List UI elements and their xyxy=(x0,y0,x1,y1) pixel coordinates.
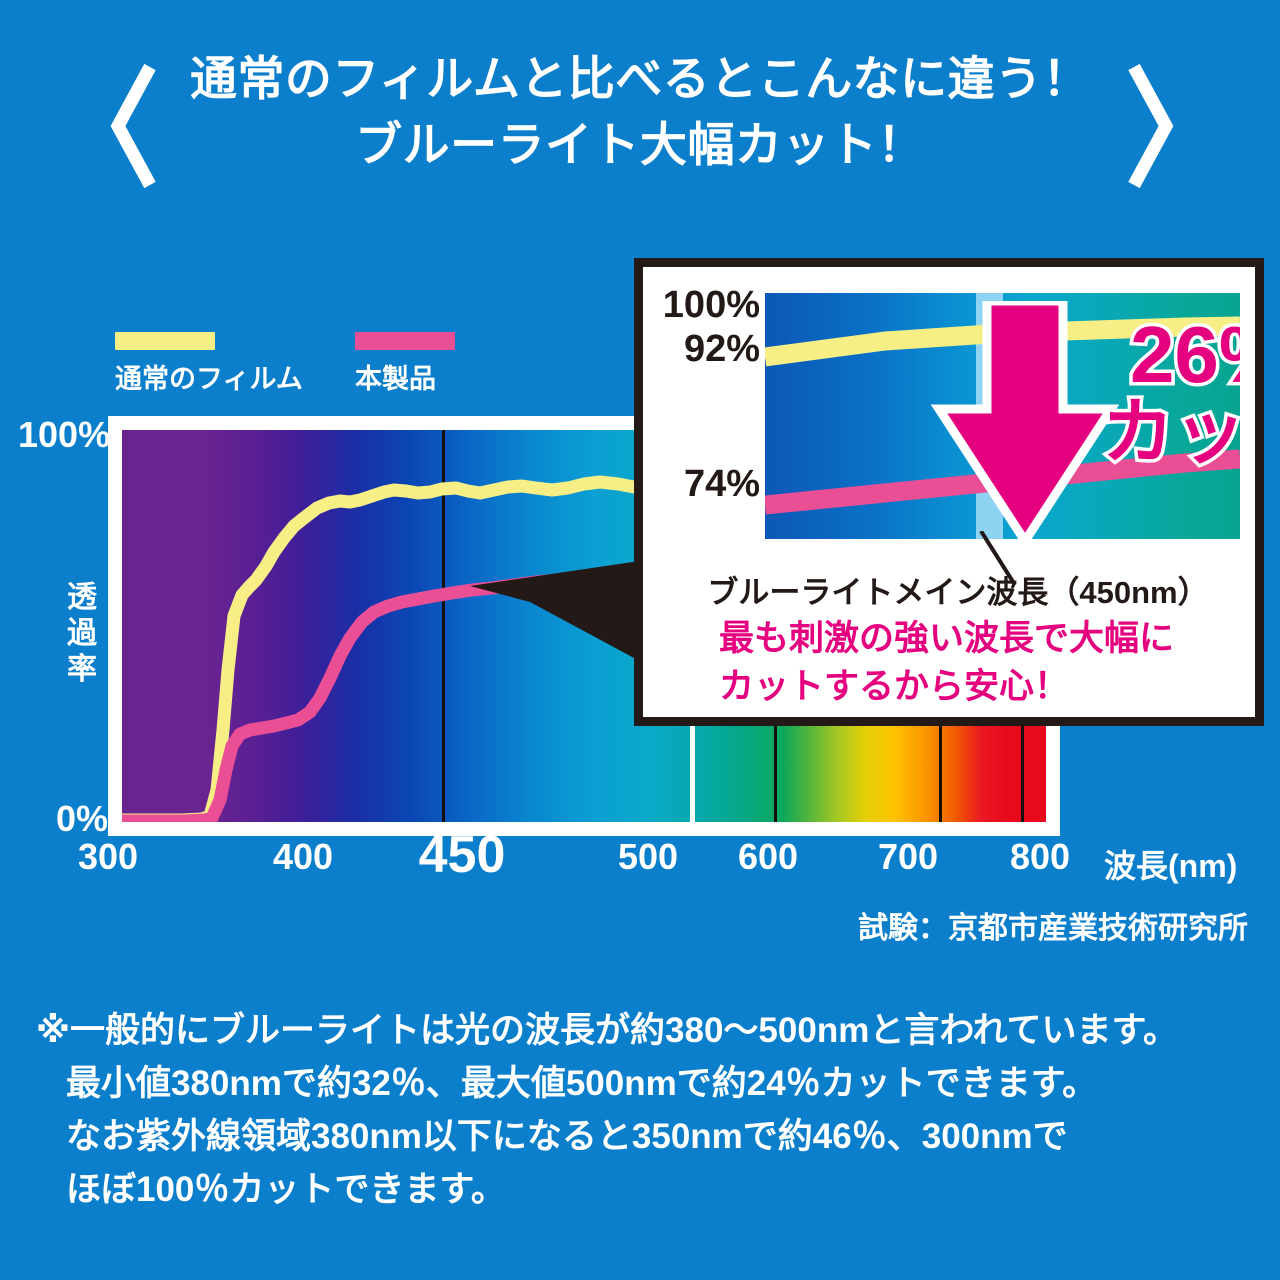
legend-item-normal-film: 通常のフィルム xyxy=(115,332,303,396)
legend-label-normal-film: 通常のフィルム xyxy=(115,364,303,394)
callout-caption-line-2: カットするから安心！ xyxy=(719,667,1070,706)
chevron-left-icon xyxy=(110,61,156,191)
chevron-right-icon xyxy=(1128,61,1174,191)
callout-y-labels-top: 100% 92% xyxy=(655,283,760,371)
x-tick-700: 700 xyxy=(877,836,939,877)
legend-swatch-normal-film xyxy=(115,332,215,350)
footnote-block: ※一般的にブルーライトは光の波長が約380〜500nmと言われています。 最小値… xyxy=(36,1004,1266,1216)
header-line-2: ブルーライト大幅カット！ xyxy=(355,118,925,171)
footnote-line-1: ※一般的にブルーライトは光の波長が約380〜500nmと言われています。 xyxy=(36,1011,1179,1050)
callout-pointer-tail xyxy=(470,548,660,678)
y-axis-title-char-1: 透 xyxy=(67,581,97,614)
callout-caption-wavelength: ブルーライトメイン波長（450nm） xyxy=(707,575,1209,610)
test-credit: 試験：京都市産業技術研究所 xyxy=(858,912,1248,945)
x-tick-400: 400 xyxy=(272,836,334,877)
callout-plot-area: 26% カット xyxy=(765,293,1240,539)
callout-percent-block: 26% カット xyxy=(1085,310,1240,473)
x-axis: 300 400 450 500 600 700 800 波長(nm) xyxy=(0,826,1280,896)
footnote-line-4: ほぼ100％カットできます。 xyxy=(66,1170,506,1209)
x-axis-unit-label: 波長(nm) xyxy=(1104,848,1238,884)
legend-swatch-this-product xyxy=(355,332,455,350)
x-tick-500: 500 xyxy=(617,836,679,877)
legend-item-this-product: 本製品 xyxy=(355,332,455,396)
header-line-1: 通常のフィルムと比べるとこんなに違う！ xyxy=(189,52,1091,105)
callout-percent-value: 26% xyxy=(1126,310,1240,399)
down-arrow-icon xyxy=(925,296,1125,539)
footnote-line-2: 最小値380nmで約32％、最大値500nmで約24％カットできます。 xyxy=(66,1064,1098,1103)
callout-leader-line xyxy=(973,529,1033,589)
x-tick-450: 450 xyxy=(418,826,506,884)
x-tick-800: 800 xyxy=(1009,836,1071,877)
zoom-callout-box: 100% 92% 74% 26% カット xyxy=(634,258,1264,726)
callout-percent-suffix: カット xyxy=(1098,393,1240,473)
callout-label-74: 74% xyxy=(683,463,760,505)
footnote-line-3: なお紫外線領域380nm以下になると350nmで約46％、300nmで xyxy=(66,1117,1068,1156)
callout-label-92: 92% xyxy=(683,328,760,370)
y-axis-label-100: 100% xyxy=(18,414,111,455)
x-tick-600: 600 xyxy=(737,836,799,877)
legend-label-this-product: 本製品 xyxy=(355,364,436,394)
x-tick-300: 300 xyxy=(77,836,139,877)
y-axis-title: 透 過 率 xyxy=(62,580,102,688)
callout-caption-line-1: 最も刺激の強い波長で大幅に xyxy=(719,619,1175,658)
y-axis-title-char-2: 過 xyxy=(67,617,97,650)
chart-legend: 通常のフィルム 本製品 xyxy=(115,332,545,402)
header: 通常のフィルムと比べるとこんなに違う！ ブルーライト大幅カット！ xyxy=(0,46,1280,206)
gridline-400nm xyxy=(441,430,445,822)
header-title-block: 通常のフィルムと比べるとこんなに違う！ ブルーライト大幅カット！ xyxy=(180,46,1100,178)
callout-caption-highlight: 最も刺激の強い波長で大幅に カットするから安心！ xyxy=(719,615,1259,711)
callout-label-100: 100% xyxy=(662,284,760,326)
y-axis-label-0: 0% xyxy=(56,798,109,839)
y-axis-title-char-3: 率 xyxy=(67,653,97,686)
